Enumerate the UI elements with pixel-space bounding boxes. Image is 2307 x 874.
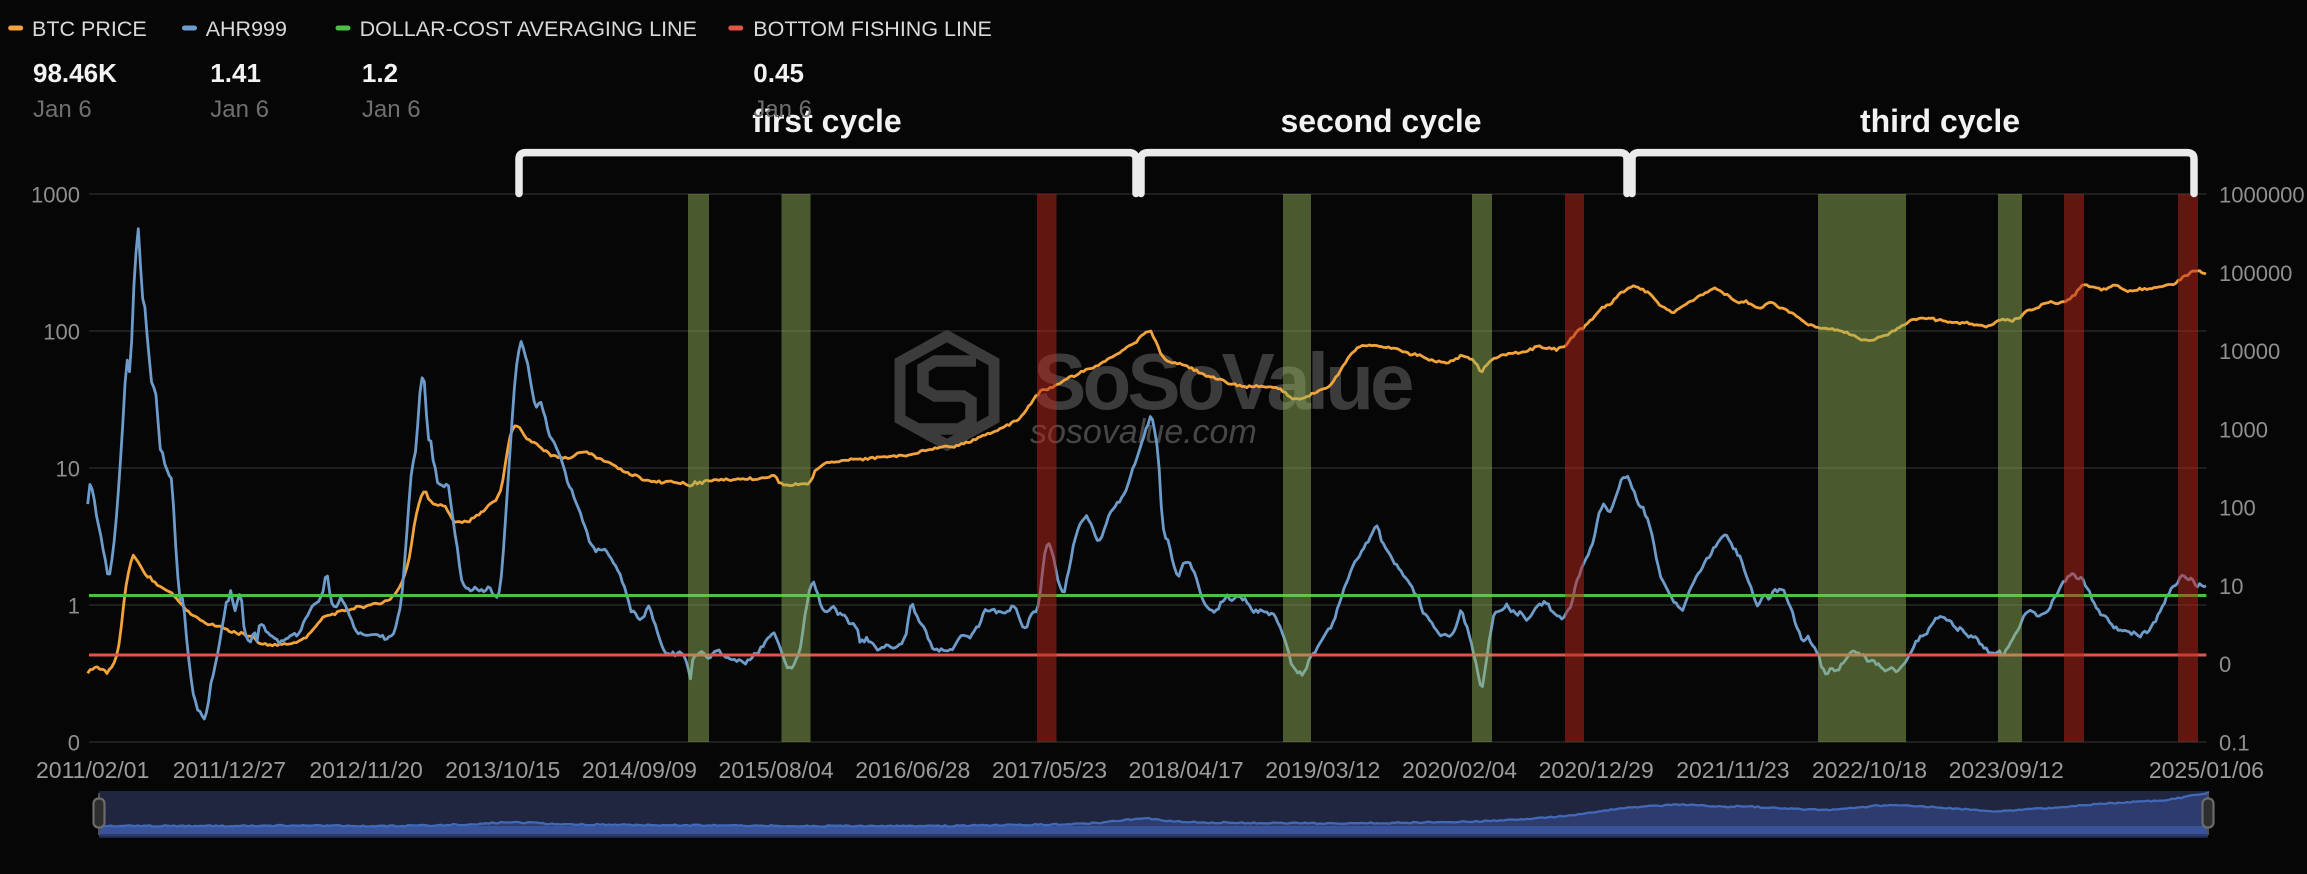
svg-text:0.1: 0.1 [2219, 731, 2250, 756]
svg-text:2020/02/04: 2020/02/04 [1402, 757, 1517, 783]
svg-text:1000000: 1000000 [2219, 183, 2305, 208]
svg-text:2021/11/23: 2021/11/23 [1676, 757, 1789, 783]
svg-text:10: 10 [2219, 574, 2243, 599]
svg-text:100000: 100000 [2219, 261, 2292, 286]
svg-text:2011/12/27: 2011/12/27 [173, 757, 286, 783]
svg-text:AHR999: AHR999 [206, 17, 287, 41]
svg-text:Jan 6: Jan 6 [753, 96, 812, 123]
svg-text:1000: 1000 [2219, 417, 2268, 442]
svg-text:0: 0 [68, 731, 80, 756]
svg-text:2013/10/15: 2013/10/15 [445, 757, 560, 783]
svg-text:2023/09/12: 2023/09/12 [1949, 757, 2064, 783]
svg-text:third cycle: third cycle [1860, 103, 2020, 139]
svg-text:1.2: 1.2 [362, 58, 398, 88]
svg-text:2020/12/29: 2020/12/29 [1539, 757, 1654, 783]
svg-text:10: 10 [56, 457, 80, 482]
svg-text:0: 0 [2219, 652, 2231, 677]
svg-text:1000: 1000 [31, 183, 80, 208]
svg-text:second cycle: second cycle [1281, 103, 1482, 139]
svg-text:BTC PRICE: BTC PRICE [32, 17, 147, 41]
svg-text:DOLLAR-COST AVERAGING LINE: DOLLAR-COST AVERAGING LINE [360, 17, 697, 41]
svg-text:sosovalue.com: sosovalue.com [1030, 413, 1257, 451]
svg-text:first cycle: first cycle [752, 103, 901, 139]
svg-text:2016/06/28: 2016/06/28 [855, 757, 970, 783]
svg-text:Jan 6: Jan 6 [362, 96, 421, 123]
svg-text:2018/04/17: 2018/04/17 [1129, 757, 1244, 783]
svg-text:0.45: 0.45 [753, 58, 804, 88]
svg-text:2022/10/18: 2022/10/18 [1812, 757, 1927, 783]
svg-text:98.46K: 98.46K [33, 58, 117, 88]
svg-text:2012/11/20: 2012/11/20 [309, 757, 422, 783]
svg-text:100: 100 [43, 320, 80, 345]
svg-text:Jan 6: Jan 6 [210, 96, 269, 123]
svg-text:2025/01/06: 2025/01/06 [2149, 757, 2264, 783]
svg-text:2019/03/12: 2019/03/12 [1265, 757, 1380, 783]
svg-text:2015/08/04: 2015/08/04 [719, 757, 834, 783]
svg-text:10000: 10000 [2219, 339, 2280, 364]
svg-text:2014/09/09: 2014/09/09 [582, 757, 697, 783]
svg-text:1: 1 [68, 594, 80, 619]
svg-text:BOTTOM FISHING LINE: BOTTOM FISHING LINE [753, 17, 992, 41]
svg-text:2017/05/23: 2017/05/23 [992, 757, 1107, 783]
svg-text:100: 100 [2219, 496, 2256, 521]
svg-text:2011/02/01: 2011/02/01 [36, 757, 149, 783]
svg-text:Jan 6: Jan 6 [33, 96, 92, 123]
svg-text:1.41: 1.41 [210, 58, 261, 88]
